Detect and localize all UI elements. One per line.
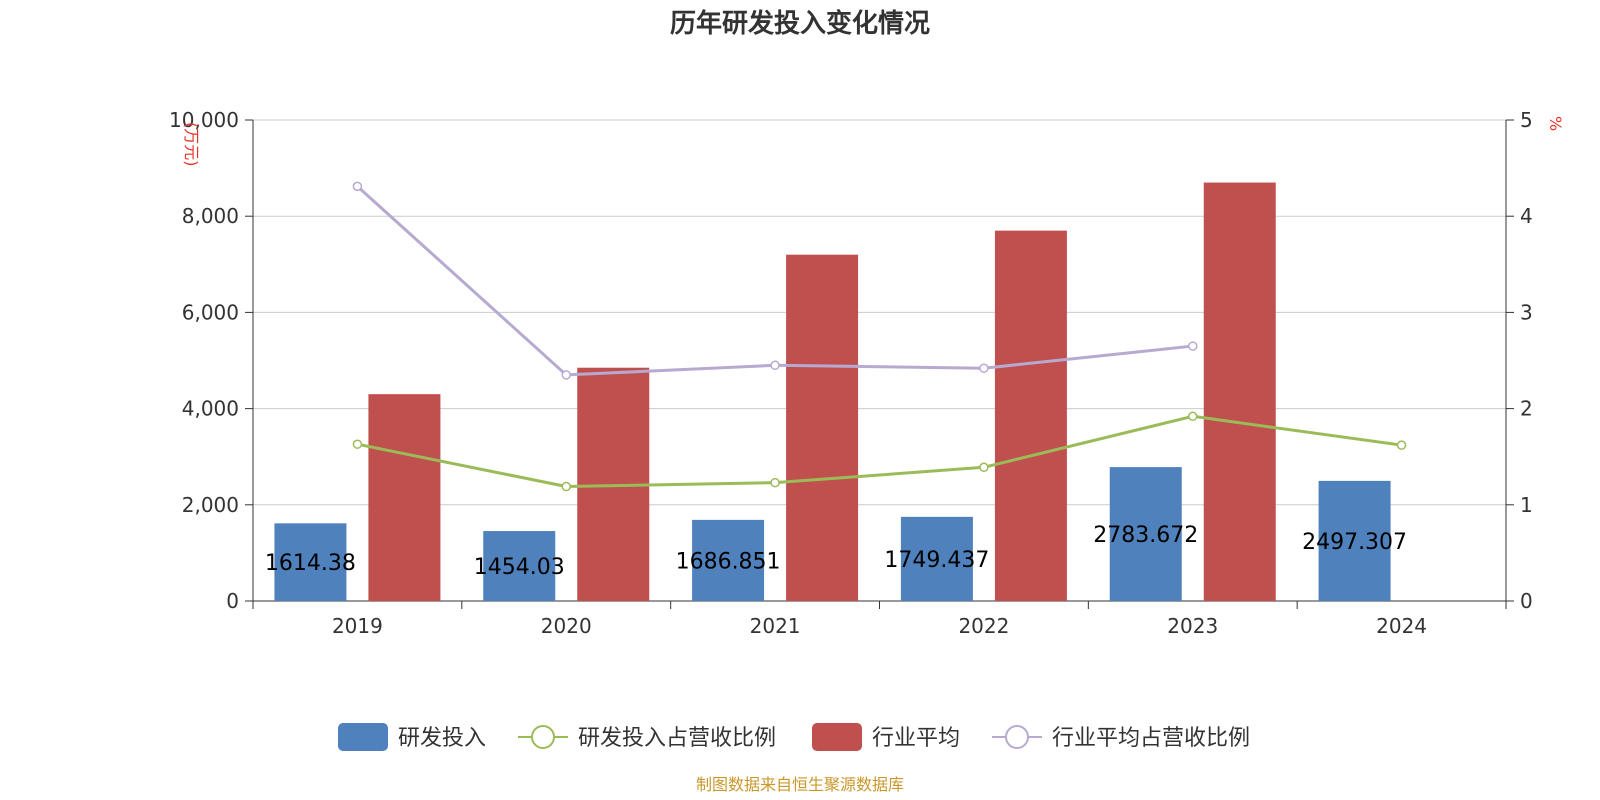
bar-data-label: 1454.03 <box>474 555 565 580</box>
line-point <box>979 462 989 473</box>
bar-rd-investment <box>900 516 973 601</box>
y-left-unit: (万元) <box>182 122 201 167</box>
legend-swatch-marker <box>531 725 555 749</box>
bar-rd-investment <box>1109 467 1182 601</box>
bar-industry-avg <box>368 394 441 601</box>
y-right-tick-label: 2 <box>1520 397 1533 421</box>
chart-title: 历年研发投入变化情况 <box>670 8 930 39</box>
line-point <box>770 477 780 488</box>
y-left-tick-label: 8,000 <box>182 204 239 228</box>
line-point <box>352 181 363 192</box>
bar-data-label: 1686.851 <box>676 549 781 574</box>
grid-lines <box>253 119 1506 506</box>
line-point <box>979 363 989 373</box>
y-right-tick-label: 4 <box>1520 204 1533 228</box>
line-point <box>561 481 571 492</box>
y-right-unit: % <box>1546 116 1565 131</box>
legend-swatch-bar <box>812 723 862 751</box>
x-tick-label: 2019 <box>332 614 383 638</box>
line-point <box>1188 341 1198 351</box>
y-right-tick-label: 5 <box>1520 108 1533 132</box>
series-line <box>356 185 1193 377</box>
bar-industry-avg <box>786 254 859 601</box>
legend-label: 行业平均 <box>872 726 960 751</box>
x-tick-label: 2021 <box>750 614 801 638</box>
line-point <box>770 360 780 371</box>
x-tick-label: 2023 <box>1167 614 1218 638</box>
bar-rd-investment <box>1318 480 1391 601</box>
bar-data-label: 1614.38 <box>265 551 356 576</box>
x-tick-label: 2022 <box>958 614 1009 638</box>
line-point <box>352 439 363 449</box>
line-point <box>561 370 571 380</box>
y-left-tick-label: 2,000 <box>182 493 239 517</box>
bar-industry-avg <box>994 230 1067 601</box>
y-right-tick-label: 3 <box>1520 300 1533 324</box>
bars <box>274 182 1391 601</box>
lines <box>352 181 1407 492</box>
line-point <box>1188 411 1198 422</box>
legend-label: 研发投入占营收比例 <box>578 726 776 751</box>
legend-swatch-bar <box>338 723 388 751</box>
bar-rd-investment <box>483 531 556 601</box>
legend-label: 研发投入 <box>398 726 486 751</box>
bar-data-label: 1749.437 <box>884 548 989 573</box>
series-line <box>357 414 1402 489</box>
legend: 研发投入 研发投入占营收比例 行业平均 行业平均占营收比例 <box>338 723 1250 751</box>
axes: 0 0 2,000 1 4,000 2 6,000 3 8,000 4 10,000 5 2019 202… <box>169 108 1533 638</box>
legend-label: 行业平均占营收比例 <box>1052 726 1250 751</box>
bar-industry-avg <box>1203 182 1276 601</box>
legend-swatch-marker <box>1005 725 1029 749</box>
y-left-tick-label: 4,000 <box>182 397 239 421</box>
y-left-tick-label: 0 <box>226 589 239 613</box>
y-left-tick-label: 6,000 <box>182 300 239 324</box>
bar-data-label: 2783.672 <box>1093 523 1198 548</box>
source-note: 制图数据来自恒生聚源数据库 <box>696 775 904 794</box>
x-tick-label: 2020 <box>541 614 592 638</box>
bar-rd-investment <box>274 523 347 601</box>
y-left-tick-label: 10,000 <box>169 108 239 132</box>
x-tick-label: 2024 <box>1376 614 1427 638</box>
line-point <box>1396 440 1407 450</box>
y-right-tick-label: 1 <box>1520 493 1533 517</box>
y-right-tick-label: 0 <box>1520 589 1533 613</box>
bar-data-label: 2497.307 <box>1302 530 1407 555</box>
bar-rd-investment <box>692 519 765 601</box>
data-labels: 1614.38 1454.03 1686.851 1749.437 2783.672 24… <box>265 523 1407 580</box>
